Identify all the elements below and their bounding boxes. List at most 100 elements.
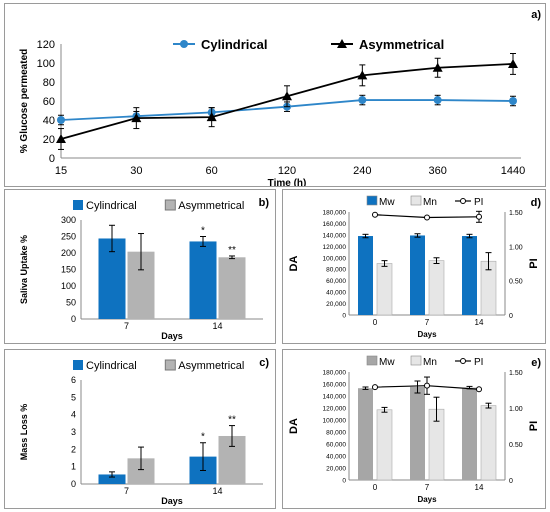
y-tick-label: 160,000 — [323, 382, 347, 389]
data-point-asymmetrical — [206, 112, 217, 122]
significance-mark: ** — [228, 415, 236, 426]
x-tick-label: 14 — [475, 483, 484, 492]
y-tick-label: 40,000 — [326, 454, 346, 461]
y-tick-label: 0 — [71, 479, 76, 489]
x-tick-label: 7 — [124, 321, 129, 331]
y-axis-title: % Glucose permeated — [19, 49, 30, 153]
y-tick-label: 5 — [71, 392, 76, 402]
panel-e-molecular-weight: e) 0 20,000 40,000 60,000 80,000 100,000 120,00… — [282, 349, 546, 509]
x-tick-label: 14 — [212, 321, 222, 331]
bar-cylindrical — [189, 241, 217, 319]
x-tick-label: 60 — [206, 165, 218, 177]
y-tick-label: 180,000 — [323, 210, 347, 217]
bar-mn — [376, 263, 393, 316]
legend-label: Mw — [379, 197, 395, 208]
y-tick-label: 3 — [71, 427, 76, 437]
x-axis-title: Time (h) — [268, 178, 307, 186]
data-point-asymmetrical — [508, 58, 518, 68]
y-right-tick-label: 1.50 — [509, 370, 523, 377]
y-tick-label: 50 — [66, 298, 76, 308]
y-tick-label: 4 — [71, 410, 76, 420]
panel-a-glucose-permeation: a) 0 20 40 60 80 100 120 15 30 60 120 240 360 1440 Time… — [4, 3, 546, 187]
y-tick-label: 250 — [61, 232, 76, 242]
bar-mw — [410, 235, 425, 315]
y-tick-label: 0 — [342, 313, 346, 320]
y-tick-label: 40 — [43, 115, 55, 127]
legend-marker — [460, 198, 466, 204]
legend-label: Asymmetrical — [359, 37, 444, 52]
significance-mark: * — [201, 226, 205, 237]
bar-cylindrical — [98, 474, 126, 484]
y-tick-label: 2 — [71, 444, 76, 454]
y-tick-label: 300 — [61, 215, 76, 225]
y-tick-label: 60,000 — [326, 278, 346, 285]
legend-swatch — [73, 360, 83, 370]
x-tick-label: 7 — [425, 483, 430, 492]
bar-mn — [480, 405, 497, 481]
x-tick-label: 1440 — [501, 165, 525, 177]
x-tick-label: 0 — [373, 318, 378, 327]
y-right-tick-label: 0 — [509, 313, 513, 320]
legend-label: Mn — [423, 357, 437, 368]
x-tick-label: 120 — [278, 165, 296, 177]
chart-e-svg: e) 0 20,000 40,000 60,000 80,000 100,000 120,00… — [288, 355, 541, 504]
panel-label: c) — [259, 357, 269, 369]
legend-marker — [337, 39, 347, 48]
y-tick-label: 80,000 — [326, 430, 346, 437]
bar-mw — [358, 236, 373, 315]
data-point-asymmetrical — [432, 62, 443, 72]
panel-c-mass-loss: c) 0 1 2 3 4 5 6 Mass Loss % Days 7 14 * ** Cylindrica… — [4, 349, 276, 509]
x-axis-title: Days — [161, 496, 183, 506]
x-tick-label: 0 — [373, 483, 378, 492]
x-axis-title: Days — [161, 331, 183, 341]
y-axis-right-title: PI — [528, 421, 540, 431]
y-tick-label: 80 — [43, 77, 55, 89]
data-point-pi — [476, 386, 482, 393]
data-point-pi — [476, 213, 482, 220]
legend-swatch — [366, 195, 378, 206]
data-point-cylindrical — [509, 97, 517, 105]
legend-swatch — [366, 355, 378, 366]
y-right-tick-label: 1.00 — [509, 244, 523, 251]
y-tick-label: 20 — [43, 134, 55, 146]
data-point-pi — [424, 214, 430, 221]
bar-mn — [376, 409, 393, 481]
y-tick-label: 120,000 — [323, 244, 347, 251]
y-tick-label: 100 — [61, 281, 76, 291]
x-tick-label: 7 — [425, 318, 430, 327]
y-axis-title: Saliva Uptake % — [19, 235, 29, 304]
data-point-cylindrical — [433, 96, 442, 105]
significance-mark: ** — [228, 245, 236, 256]
x-tick-label: 14 — [212, 486, 222, 496]
y-tick-label: 140,000 — [323, 394, 347, 401]
y-right-tick-label: 0.50 — [509, 279, 523, 286]
data-point-cylindrical — [358, 96, 367, 105]
panel-label: e) — [531, 357, 541, 369]
y-tick-label: 150 — [61, 265, 76, 275]
y-axis-title: DA — [288, 418, 300, 434]
chart-d-svg: d) 0 20,000 40,000 60,000 80,000 100,000 120,00… — [288, 195, 542, 339]
data-point-asymmetrical — [282, 91, 292, 101]
bar-mw — [410, 387, 425, 480]
y-tick-label: 140,000 — [323, 232, 347, 239]
legend-label: PI — [474, 357, 483, 368]
legend-label: Mn — [423, 197, 437, 208]
y-tick-label: 20,000 — [326, 466, 346, 473]
legend-label: Mw — [379, 357, 395, 368]
x-tick-label: 7 — [124, 486, 129, 496]
y-tick-label: 100,000 — [323, 255, 347, 262]
panel-label: d) — [531, 197, 542, 209]
data-point-pi — [372, 384, 378, 391]
panel-d-molecular-weight: d) 0 20,000 40,000 60,000 80,000 100,000 120,00… — [282, 189, 546, 344]
y-tick-label: 60,000 — [326, 442, 346, 449]
data-point-asymmetrical — [56, 134, 66, 143]
y-tick-label: 20,000 — [326, 301, 346, 308]
bar-mw — [462, 387, 477, 480]
y-tick-label: 40,000 — [326, 290, 346, 297]
bar-mn — [428, 260, 445, 316]
bar-asymmetrical — [218, 257, 246, 319]
data-point-asymmetrical — [357, 70, 368, 80]
legend-label: PI — [474, 197, 483, 208]
legend-label: Asymmetrical — [178, 360, 244, 372]
